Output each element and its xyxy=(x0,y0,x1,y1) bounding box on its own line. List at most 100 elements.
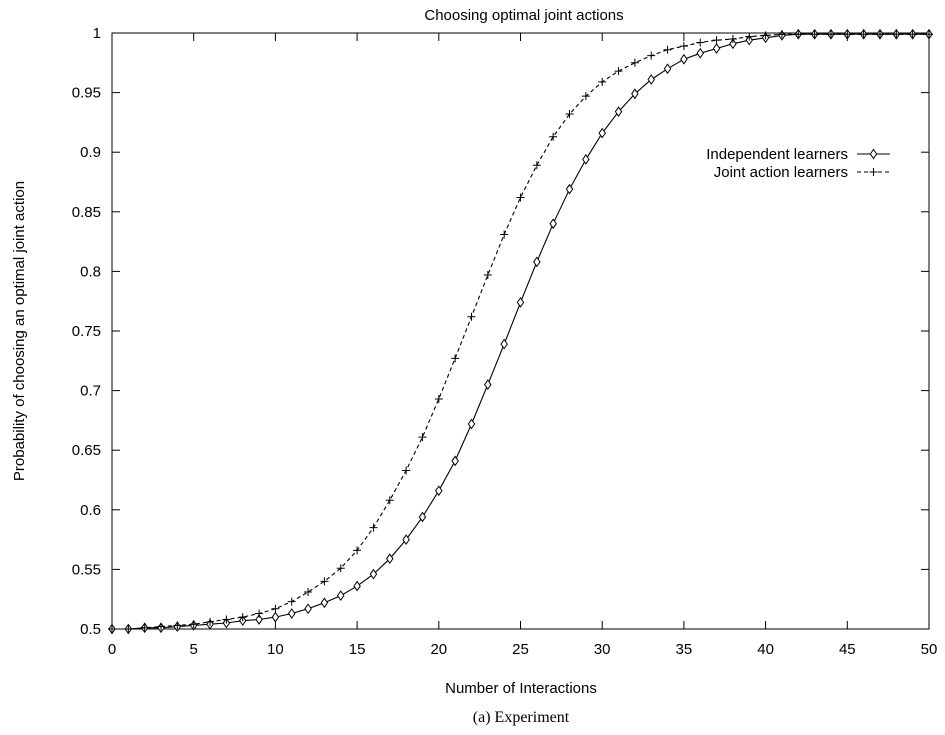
data-point xyxy=(304,588,313,597)
data-point xyxy=(663,63,672,75)
x-tick-label: 10 xyxy=(267,641,284,658)
data-point xyxy=(875,30,884,39)
data-point xyxy=(255,614,263,625)
data-point xyxy=(173,621,182,630)
axes: 0 5 10 15 20 25 30 35 40 45 50 0.5 0.55 0.6 0.65 0.7 0.7… xyxy=(72,25,938,658)
y-tick-label: 0.75 xyxy=(72,323,101,340)
y-tick-label: 0.55 xyxy=(72,561,101,578)
x-tick-label: 35 xyxy=(676,641,693,658)
x-tick-label: 0 xyxy=(108,641,116,658)
chart-title: Choosing optimal joint actions xyxy=(424,7,623,24)
data-point xyxy=(614,67,623,76)
data-point xyxy=(287,608,296,619)
data-point xyxy=(712,43,721,54)
data-point xyxy=(369,568,378,580)
data-point xyxy=(369,523,378,532)
y-tick-label: 0.7 xyxy=(80,383,101,400)
data-point xyxy=(810,30,819,39)
data-point xyxy=(287,597,296,606)
data-point xyxy=(516,193,525,202)
data-point xyxy=(680,53,688,65)
data-point xyxy=(189,620,198,629)
y-tick-label: 0.95 xyxy=(72,85,101,102)
data-point xyxy=(647,74,655,85)
data-point xyxy=(516,297,525,308)
data-point xyxy=(140,623,149,632)
data-point xyxy=(565,183,574,195)
data-point xyxy=(728,34,737,43)
data-point xyxy=(581,92,590,101)
y-tick-label: 0.65 xyxy=(72,442,101,459)
data-point xyxy=(483,270,492,279)
data-point xyxy=(925,30,933,39)
data-point xyxy=(532,161,541,170)
data-point xyxy=(320,597,329,609)
data-point xyxy=(451,354,460,363)
data-point xyxy=(631,88,639,100)
data-point xyxy=(206,617,215,626)
data-point xyxy=(222,615,231,624)
data-point xyxy=(630,58,639,67)
data-point xyxy=(761,31,770,40)
x-tick-label: 15 xyxy=(349,641,366,658)
data-point xyxy=(467,418,476,430)
x-tick-label: 50 xyxy=(921,641,938,658)
data-point xyxy=(826,30,835,39)
data-point xyxy=(353,546,362,555)
data-point xyxy=(794,30,803,39)
data-point xyxy=(908,30,917,39)
data-point xyxy=(647,51,656,60)
data-point xyxy=(353,580,361,592)
data-point xyxy=(402,466,411,475)
data-point xyxy=(108,625,116,633)
data-point xyxy=(435,485,443,497)
data-point xyxy=(336,590,345,601)
data-point xyxy=(124,625,133,633)
series-independent-learners xyxy=(108,28,933,635)
data-point xyxy=(484,379,492,391)
data-point xyxy=(549,218,557,230)
data-point xyxy=(320,577,329,586)
x-tick-label: 25 xyxy=(512,641,529,658)
data-point xyxy=(777,30,786,39)
x-tick-label: 45 xyxy=(839,641,856,658)
data-point xyxy=(500,338,508,350)
legend-label: Independent learners xyxy=(706,146,848,163)
data-point xyxy=(157,622,166,631)
data-point xyxy=(729,38,737,50)
data-point xyxy=(500,230,509,239)
series-line xyxy=(112,33,929,630)
data-point xyxy=(451,455,459,467)
data-point xyxy=(238,613,247,622)
data-point xyxy=(565,110,574,119)
data-point xyxy=(843,30,852,39)
figure-caption: (a) Experiment xyxy=(473,709,570,726)
y-axis-label: Probability of choosing an optimal joint… xyxy=(11,181,28,481)
data-point xyxy=(385,496,394,505)
data-point xyxy=(663,45,672,54)
y-tick-label: 0.8 xyxy=(80,263,101,280)
x-axis-label: Number of Interactions xyxy=(445,680,597,697)
data-point xyxy=(304,603,312,615)
data-point xyxy=(598,127,606,139)
x-tick-label: 40 xyxy=(757,641,774,658)
x-tick-label: 5 xyxy=(190,641,198,658)
data-point xyxy=(598,77,607,86)
x-tick-label: 30 xyxy=(594,641,611,658)
data-point xyxy=(859,30,868,39)
x-tick-label: 20 xyxy=(430,641,447,658)
data-point xyxy=(418,433,427,442)
y-tick-label: 0.6 xyxy=(80,502,101,519)
data-point xyxy=(696,38,705,47)
data-point xyxy=(614,106,623,118)
data-point xyxy=(549,132,558,141)
data-point xyxy=(336,564,345,573)
y-tick-label: 0.9 xyxy=(80,144,101,161)
data-point xyxy=(402,534,410,545)
legend-label: Joint action learners xyxy=(714,164,848,181)
legend-marker xyxy=(869,168,878,176)
series-joint-action-learners xyxy=(108,30,933,633)
data-point xyxy=(745,32,754,41)
